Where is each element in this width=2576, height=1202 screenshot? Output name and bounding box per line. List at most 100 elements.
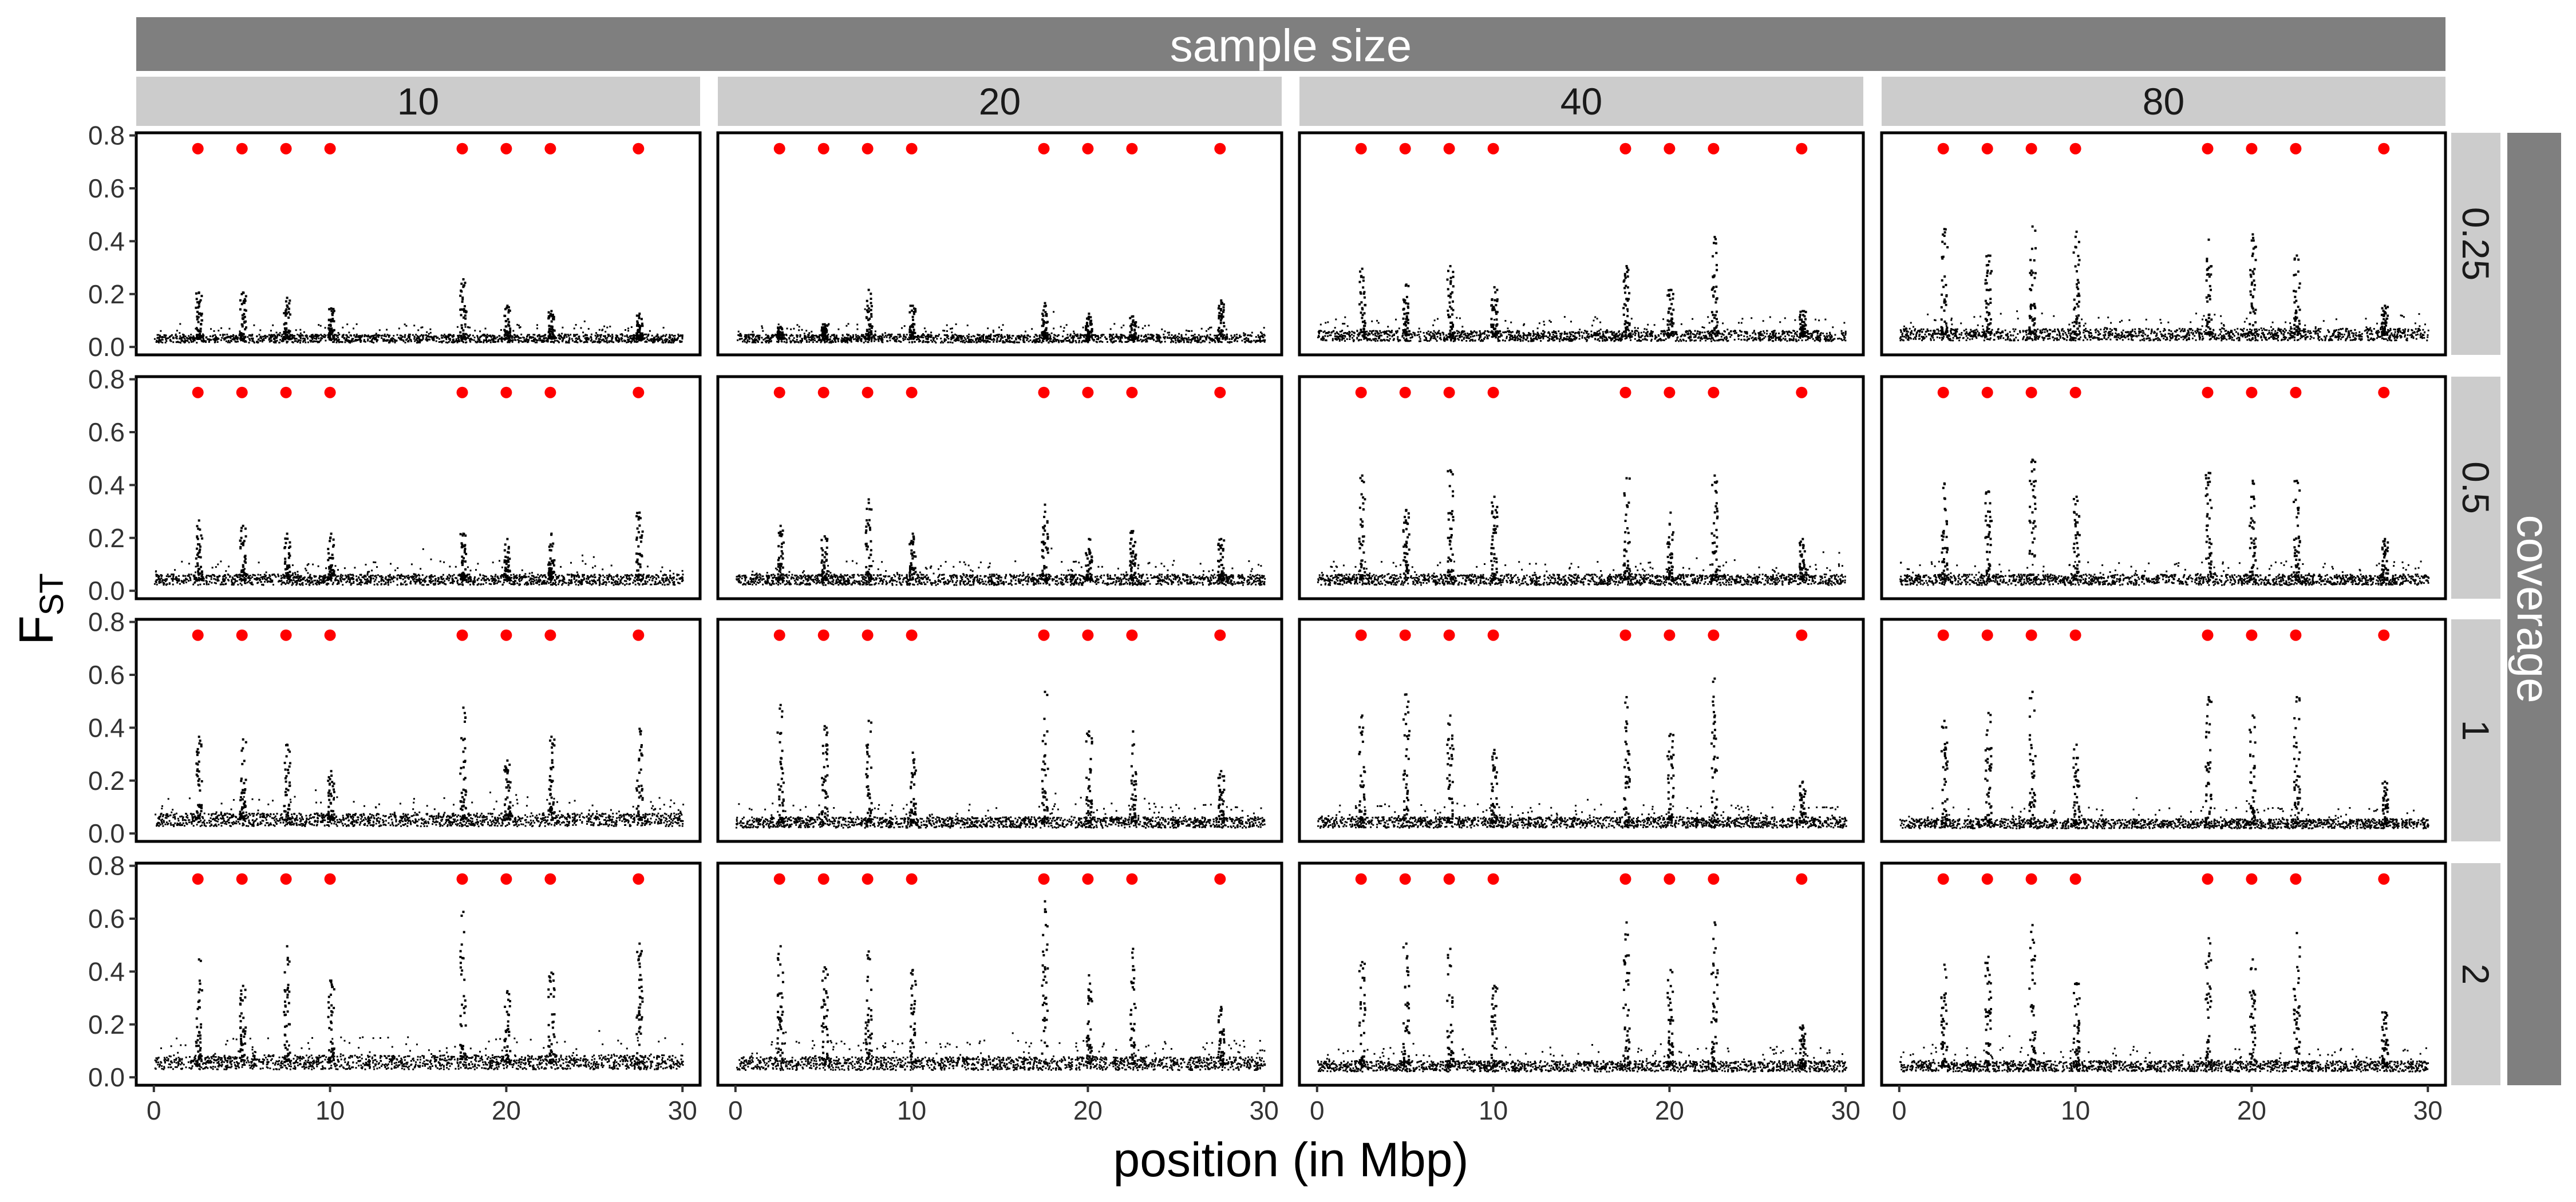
facet-panel — [1298, 131, 1865, 357]
facet-panel — [1298, 375, 1865, 600]
x-tick-label: 10 — [897, 1096, 926, 1125]
selected-site-marker — [633, 143, 645, 155]
background-fst-points — [736, 547, 1266, 586]
selected-site-marker — [1038, 629, 1050, 641]
peak-fst-points — [1622, 477, 1631, 581]
column-strip-label: 20 — [979, 80, 1021, 122]
column-facet-strip-background — [136, 17, 2445, 71]
peak-fst-points — [1799, 1024, 1807, 1068]
peak-fst-points — [1402, 283, 1411, 337]
selected-site-marker — [1487, 143, 1499, 155]
column-strip-background — [136, 77, 700, 126]
column-facet-strip: sample size — [136, 17, 2445, 71]
peak-fst-points — [459, 278, 468, 340]
peak-fst-points — [1129, 529, 1137, 581]
selected-site-marker — [906, 143, 918, 155]
peak-fst-points — [459, 911, 467, 1063]
selected-site-marker — [1937, 873, 1949, 885]
selected-site-marker — [2246, 386, 2258, 398]
panel-frame — [1298, 375, 1865, 600]
peak-fst-points — [2249, 714, 2257, 825]
x-tick-label: 0 — [147, 1096, 161, 1125]
selected-site-marker — [456, 629, 468, 641]
selected-site-marker — [1355, 143, 1367, 155]
peak-fst-points — [635, 313, 644, 340]
selected-site-marker — [456, 386, 468, 398]
selected-site-marker — [2290, 386, 2302, 398]
selected-site-marker — [456, 143, 468, 155]
selected-site-marker — [1487, 386, 1499, 398]
selected-site-marker — [1126, 873, 1138, 885]
peak-fst-points — [239, 984, 247, 1062]
selected-site-marker — [862, 143, 874, 155]
peak-fst-points — [1984, 955, 1993, 1067]
peak-fst-points — [864, 950, 873, 1064]
peak-fst-points — [1446, 947, 1455, 1068]
selected-site-marker — [456, 873, 468, 885]
background-fst-points — [154, 1030, 684, 1070]
peak-fst-points — [1710, 236, 1719, 337]
selected-site-marker — [1981, 386, 1993, 398]
selected-site-marker — [633, 629, 645, 641]
y-tick-label: 0.8 — [88, 121, 125, 151]
peak-fst-points — [908, 532, 917, 581]
facet-panel — [1298, 618, 1865, 843]
peak-fst-points — [1710, 474, 1719, 581]
peak-fst-points — [1085, 974, 1093, 1065]
panel-frame — [716, 131, 1283, 357]
facet-panel — [135, 375, 702, 600]
x-axis-ticks: 0 10 20 30 0 10 20 30 0 10 20 30 0 10 20 30 — [147, 1085, 2443, 1125]
peak-fst-points — [547, 532, 556, 582]
peak-fst-points — [1666, 511, 1675, 580]
selected-site-marker — [2069, 386, 2081, 398]
selected-site-marker — [1038, 386, 1050, 398]
row-strip-label: 0.25 — [2455, 207, 2497, 280]
background-fst-points — [1317, 1043, 1847, 1073]
selected-site-marker — [1126, 143, 1138, 155]
facet-panel — [1880, 131, 2447, 357]
peak-fst-points — [1129, 730, 1137, 824]
panel-frame — [1880, 618, 2447, 843]
selected-site-marker — [1126, 629, 1138, 641]
selected-site-marker — [2246, 629, 2258, 641]
peak-fst-points — [2028, 924, 2037, 1068]
selected-site-marker — [1038, 143, 1050, 155]
selected-site-marker — [192, 873, 204, 885]
peak-fst-points — [909, 968, 917, 1065]
selected-site-marker — [1038, 873, 1050, 885]
selected-site-marker — [633, 386, 645, 398]
selected-site-marker — [1443, 143, 1455, 155]
column-facet-labels: 10 20 40 80 — [136, 77, 2445, 126]
panel-frame — [716, 375, 1283, 600]
peak-fst-points — [283, 945, 291, 1063]
y-tick-label: 0.2 — [88, 766, 125, 796]
peak-fst-points — [1799, 537, 1807, 582]
peak-fst-points — [1490, 495, 1499, 582]
selected-site-marker — [1981, 143, 1993, 155]
peak-fst-points — [195, 958, 203, 1063]
row-facet-strip: coverage — [2507, 133, 2561, 1085]
facet-panel — [716, 618, 1283, 843]
selected-site-marker — [773, 629, 785, 641]
panel-frame — [1298, 861, 1865, 1087]
row-strip-label: 1 — [2455, 720, 2497, 741]
selected-site-marker — [633, 873, 645, 885]
facet-panel — [716, 861, 1283, 1087]
peak-fst-points — [776, 703, 785, 824]
selected-site-marker — [2025, 386, 2037, 398]
peak-fst-points — [1940, 719, 1949, 825]
column-strip-label: 10 — [397, 80, 439, 122]
selected-site-marker — [817, 386, 829, 398]
peak-fst-points — [1666, 968, 1674, 1066]
selected-site-marker — [2378, 143, 2390, 155]
selected-site-marker — [236, 629, 248, 641]
selected-site-marker — [1214, 873, 1226, 885]
x-axis-title: position (in Mbp) — [1113, 1133, 1469, 1187]
peak-fst-points — [547, 736, 556, 821]
peak-fst-points — [327, 770, 335, 821]
panel-frame — [1880, 131, 2447, 357]
peak-fst-points — [2072, 230, 2081, 336]
peak-fst-points — [1041, 503, 1049, 582]
peak-fst-points — [2028, 225, 2037, 335]
